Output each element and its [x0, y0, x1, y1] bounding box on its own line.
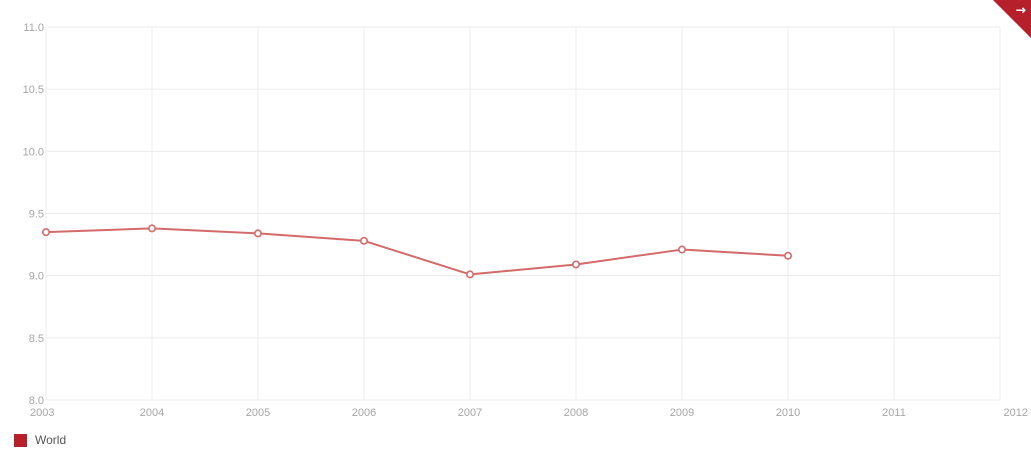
x-tick-label: 2004 — [140, 407, 164, 419]
x-tick-label: 2008 — [564, 407, 588, 419]
x-tick-label: 2010 — [776, 407, 800, 419]
data-point[interactable] — [148, 224, 157, 233]
corner-badge[interactable] — [993, 0, 1031, 38]
data-point[interactable] — [465, 270, 474, 279]
axis-layer: 8.0 8.5 9.0 9.5 10.0 10.5 11.0 2003 2004 2005 2006… — [23, 22, 1028, 419]
y-tick-label: 11.0 — [23, 22, 44, 34]
x-tick-label: 2011 — [882, 407, 906, 419]
x-tick-label: 2005 — [246, 407, 270, 419]
data-point[interactable] — [783, 251, 792, 260]
series-layer — [41, 224, 792, 279]
legend-label-world: World — [35, 433, 67, 447]
y-tick-label: 9.5 — [29, 209, 44, 221]
legend-swatch — [14, 433, 27, 447]
x-tick-label: 2006 — [352, 407, 376, 419]
data-point[interactable] — [677, 245, 686, 254]
data-point[interactable] — [359, 236, 368, 245]
data-point[interactable] — [41, 228, 50, 237]
series-line-world — [45, 227, 789, 276]
y-tick-label: 9.0 — [29, 271, 44, 283]
y-tick-label: 10.5 — [23, 84, 44, 96]
x-tick-label: 2009 — [670, 407, 694, 419]
data-point[interactable] — [571, 260, 580, 269]
x-tick-label: 2007 — [458, 407, 482, 419]
y-tick-label: 10.0 — [23, 146, 44, 158]
y-tick-label: 8.5 — [29, 333, 44, 345]
grid-layer — [45, 26, 1001, 401]
x-tick-label: 2003 — [30, 407, 54, 419]
y-tick-label: 8.0 — [29, 395, 44, 407]
data-point[interactable] — [254, 229, 263, 238]
legend[interactable]: World — [14, 432, 66, 448]
x-tick-label: 2012 — [1004, 407, 1028, 419]
